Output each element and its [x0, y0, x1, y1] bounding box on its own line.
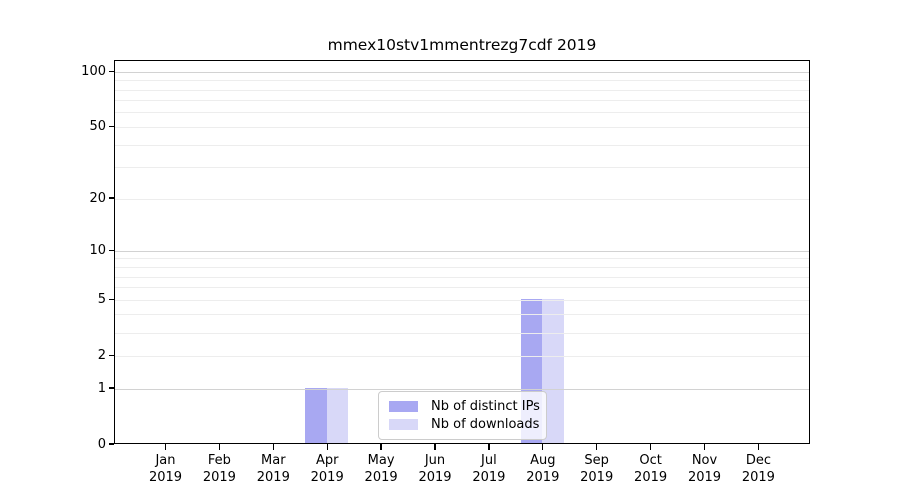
- x-tick-year: 2019: [687, 470, 722, 485]
- gridline-minor: [115, 112, 809, 114]
- x-tick-label: Oct 2019: [623, 452, 679, 486]
- legend-label-distinct-ips: Nb of distinct IPs: [431, 398, 540, 414]
- y-tick-label: 2: [97, 347, 106, 363]
- x-tick-year: 2019: [472, 470, 506, 485]
- x-tick-mark: [326, 444, 328, 450]
- legend-swatch-downloads-icon: [389, 419, 418, 431]
- gridline-minor: [115, 299, 809, 301]
- gridline-major: [115, 250, 809, 252]
- y-tick-label: 20: [89, 190, 106, 206]
- gridline-minor: [115, 267, 809, 268]
- x-tick-year: 2019: [526, 470, 560, 485]
- chart-title: mmex10stv1mmentrezg7cdf 2019: [327, 36, 597, 54]
- x-tick-year: 2019: [148, 470, 183, 485]
- gridline-minor: [115, 126, 809, 128]
- legend-label-downloads: Nb of downloads: [431, 417, 540, 433]
- x-tick-mark: [542, 444, 544, 450]
- x-tick-label: Dec 2019: [730, 452, 786, 486]
- gridline-minor: [115, 332, 809, 334]
- y-tick-label: 10: [89, 242, 106, 258]
- y-tick-label: 50: [89, 118, 106, 134]
- y-tick-mark: [108, 197, 114, 199]
- x-tick-mark: [757, 444, 760, 450]
- x-tick-month: Dec: [745, 453, 771, 468]
- x-tick-mark: [703, 444, 706, 450]
- x-tick-label: Sep 2019: [569, 452, 625, 486]
- gridline-major: [115, 388, 809, 390]
- y-tick-mark: [108, 249, 114, 251]
- x-tick-mark: [649, 444, 652, 450]
- gridline-minor: [115, 314, 809, 316]
- x-tick-label: Jun 2019: [407, 452, 463, 486]
- x-tick-month: Oct: [639, 453, 662, 468]
- gridline-minor: [115, 100, 809, 102]
- gridline-major: [115, 71, 809, 73]
- gridline-minor: [115, 167, 809, 169]
- gridline-minor: [115, 198, 809, 200]
- y-tick-mark: [108, 125, 114, 128]
- legend-swatch-distinct-ips-icon: [389, 400, 418, 412]
- x-tick-month: Jan: [155, 453, 176, 468]
- x-tick-label: May 2019: [353, 452, 409, 486]
- x-tick-month: Jul: [481, 453, 497, 468]
- y-tick-label: 5: [97, 291, 106, 307]
- x-tick-month: Nov: [691, 453, 718, 468]
- gridline-minor: [115, 89, 809, 91]
- x-tick-year: 2019: [580, 470, 614, 485]
- x-tick-mark: [488, 444, 490, 450]
- y-tick-mark: [108, 443, 114, 445]
- x-tick-year: 2019: [418, 470, 452, 485]
- legend-item-distinct-ips: Nb of distinct IPs: [385, 397, 540, 416]
- legend-item-downloads: Nb of downloads: [385, 416, 540, 435]
- x-tick-month: Feb: [207, 453, 231, 468]
- x-tick-month: Mar: [261, 453, 286, 468]
- x-tick-mark: [218, 444, 221, 450]
- x-tick-mark: [434, 444, 436, 450]
- x-tick-year: 2019: [202, 470, 236, 485]
- bar-downloads: [542, 298, 564, 443]
- y-tick-label: 1: [97, 380, 106, 396]
- x-tick-mark: [272, 444, 274, 450]
- x-tick-label: Apr 2019: [299, 452, 355, 486]
- y-tick-mark: [108, 387, 114, 389]
- y-tick-mark: [108, 354, 114, 356]
- x-tick-year: 2019: [741, 470, 775, 485]
- x-tick-label: Mar 2019: [245, 452, 301, 486]
- x-tick-year: 2019: [310, 470, 344, 485]
- plot-area: Nb of distinct IPs Nb of downloads: [114, 60, 810, 444]
- y-tick-label: 0: [97, 436, 106, 452]
- grid-layer: [115, 61, 809, 443]
- gridline-minor: [115, 355, 809, 357]
- x-tick-label: Jan 2019: [138, 452, 194, 486]
- x-tick-month: Jun: [424, 453, 446, 468]
- gridline-minor: [115, 276, 809, 278]
- y-tick-mark: [108, 70, 114, 72]
- x-tick-year: 2019: [364, 470, 398, 485]
- gridline-minor: [115, 80, 809, 82]
- x-tick-label: Jul 2019: [461, 452, 517, 486]
- x-tick-mark: [164, 444, 167, 450]
- legend: Nb of distinct IPs Nb of downloads: [378, 391, 547, 440]
- x-tick-mark: [596, 444, 598, 450]
- x-tick-mark: [380, 444, 382, 450]
- x-tick-month: Sep: [584, 453, 609, 468]
- gridline-minor: [115, 287, 809, 289]
- y-tick-label: 100: [81, 63, 106, 79]
- x-tick-month: Aug: [530, 453, 556, 468]
- bar-distinct-ips: [305, 387, 327, 443]
- x-tick-label: Aug 2019: [515, 452, 571, 486]
- bar-downloads: [326, 387, 349, 443]
- x-tick-month: May: [367, 453, 395, 468]
- x-tick-label: Nov 2019: [677, 452, 733, 486]
- gridline-minor: [115, 258, 809, 260]
- y-tick-mark: [108, 298, 114, 300]
- x-tick-month: Apr: [315, 453, 339, 468]
- gridline-minor: [115, 144, 809, 146]
- x-tick-year: 2019: [256, 470, 290, 485]
- x-tick-label: Feb 2019: [191, 452, 247, 486]
- x-tick-year: 2019: [634, 470, 668, 485]
